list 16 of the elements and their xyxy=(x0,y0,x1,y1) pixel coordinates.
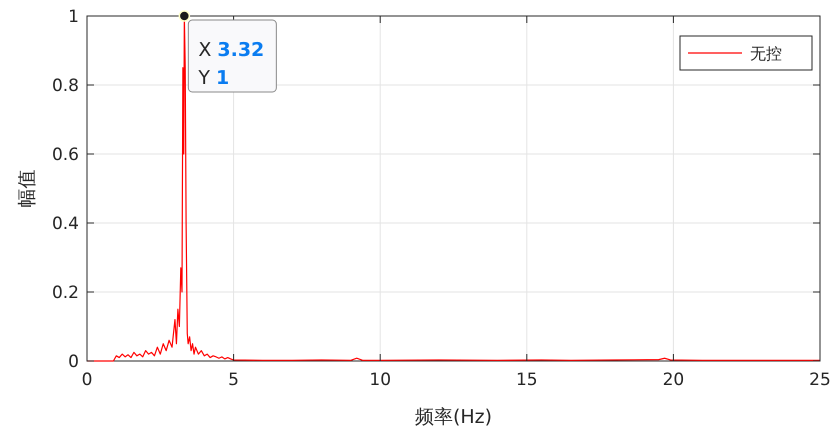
y-tick-label: 0 xyxy=(68,352,79,372)
x-axis-title: 频率(Hz) xyxy=(414,406,492,428)
x-tick-label: 5 xyxy=(228,370,240,390)
x-tick-label: 10 xyxy=(369,370,392,390)
x-tick-label: 20 xyxy=(662,370,684,390)
x-tick-label: 0 xyxy=(82,370,92,390)
y-tick-label: 1 xyxy=(68,7,79,27)
y-axis-title: 幅值 xyxy=(16,170,38,208)
annotation: X 3.32 Y 1 xyxy=(197,39,264,89)
y-tick-label: 0.8 xyxy=(52,76,79,96)
y-tick-label: 0.2 xyxy=(52,283,79,303)
x-tick-label: 25 xyxy=(809,370,831,390)
y-tick-label: 0.4 xyxy=(52,214,79,234)
legend-label: 无控 xyxy=(750,44,782,63)
x-tick-label: 15 xyxy=(516,370,538,390)
y-tick-label: 0.6 xyxy=(52,145,79,165)
